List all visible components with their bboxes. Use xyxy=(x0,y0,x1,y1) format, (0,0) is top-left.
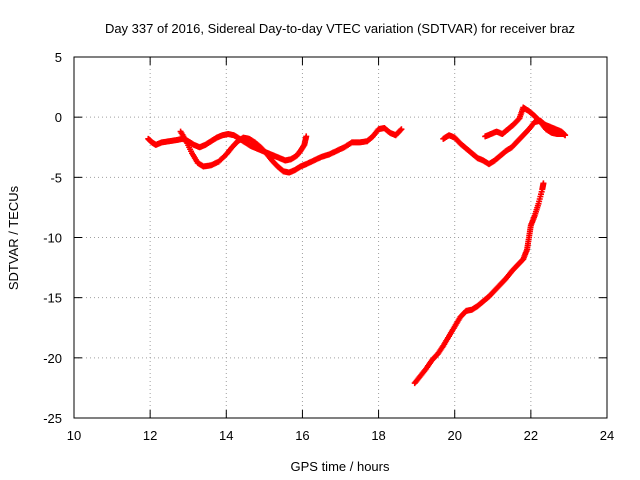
axis-ticks: 10 12 14 16 18 20 22 24 5 0 -5 -10 -15 -20 -25 xyxy=(43,50,614,443)
data-point-series-4 xyxy=(540,180,547,187)
x-tick-label: 14 xyxy=(219,428,233,443)
y-tick-label: 5 xyxy=(55,50,62,65)
x-tick-label: 10 xyxy=(67,428,81,443)
y-tick-label: -15 xyxy=(43,291,62,306)
x-tick-label: 24 xyxy=(600,428,614,443)
data-point-series-0 xyxy=(303,133,310,140)
data-points xyxy=(145,104,569,387)
y-tick-label: -20 xyxy=(43,351,62,366)
y-axis-label: SDTVAR / TECUs xyxy=(6,185,21,290)
x-tick-label: 18 xyxy=(371,428,385,443)
x-tick-label: 12 xyxy=(143,428,157,443)
x-tick-label: 22 xyxy=(524,428,538,443)
x-tick-label: 20 xyxy=(447,428,461,443)
data-point-series-1 xyxy=(398,126,405,133)
y-tick-label: -5 xyxy=(50,170,62,185)
data-point-series-3 xyxy=(560,131,567,138)
data-point-series-1 xyxy=(397,127,404,134)
y-tick-label: -10 xyxy=(43,231,62,246)
chart-title: Day 337 of 2016, Sidereal Day-to-day VTE… xyxy=(105,21,575,36)
x-axis-label: GPS time / hours xyxy=(291,459,390,474)
y-tick-label: -25 xyxy=(43,411,62,426)
x-tick-label: 16 xyxy=(295,428,309,443)
y-tick-label: 0 xyxy=(55,110,62,125)
